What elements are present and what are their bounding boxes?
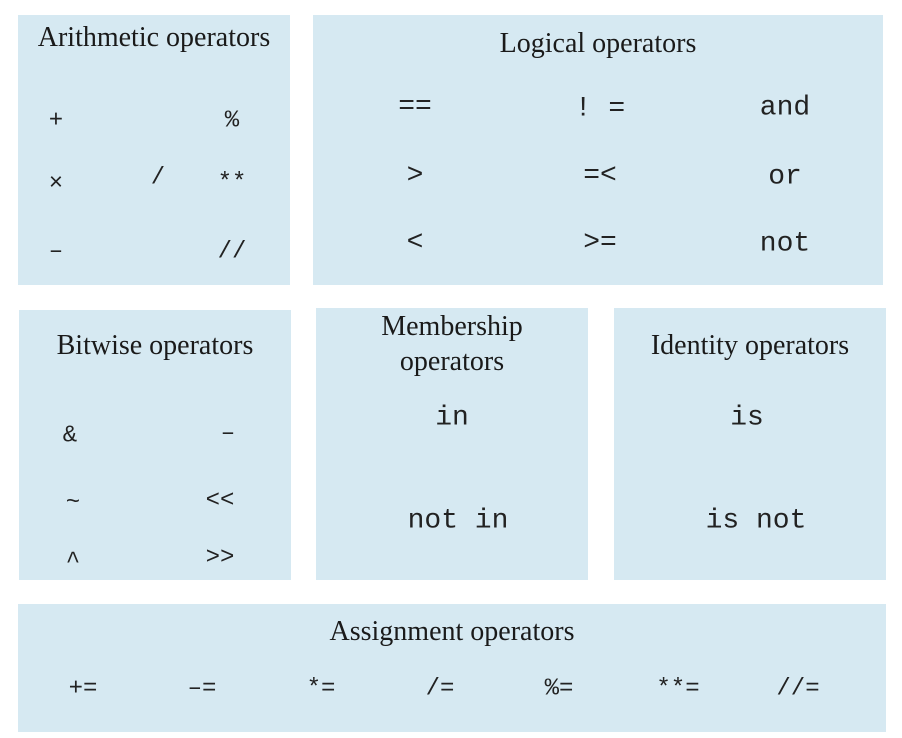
bitwise-title: Bitwise operators — [56, 330, 254, 361]
op-floor-divide-assign: //= — [776, 675, 820, 703]
op-divide: / — [150, 164, 166, 192]
op-multiply-assign: *= — [306, 675, 336, 703]
op-less-equal: =< — [583, 160, 617, 192]
assignment-title: Assignment operators — [329, 616, 575, 647]
logical-title: Logical operators — [499, 28, 697, 59]
op-divide-assign: /= — [425, 675, 455, 703]
op-multiply: × — [48, 170, 64, 198]
op-plus: + — [48, 107, 64, 135]
op-is: is — [730, 402, 764, 434]
op-modulo: % — [224, 107, 240, 135]
op-or: or — [768, 161, 802, 193]
op-less-than: < — [406, 227, 424, 259]
op-and: and — [759, 92, 811, 124]
membership-operators-panel: Membership operators in not in — [316, 308, 588, 580]
op-power: ** — [217, 169, 247, 197]
op-greater-equal: >= — [583, 227, 617, 259]
op-not-equal: ! = — [574, 93, 626, 125]
bitwise-operators-panel: Bitwise operators & – ~ << ^ >> — [19, 310, 291, 580]
op-bitwise-not: ~ — [65, 489, 81, 517]
arithmetic-title: Arithmetic operators — [37, 22, 271, 53]
op-minus: – — [48, 238, 64, 266]
op-power-assign: **= — [656, 675, 700, 703]
logical-operators-panel: Logical operators == ! = and > =< or < >… — [313, 15, 883, 285]
op-subtract-assign: –= — [187, 675, 217, 703]
op-bitwise-and: & — [62, 422, 78, 450]
identity-title: Identity operators — [650, 330, 850, 361]
op-add-assign: += — [68, 675, 98, 703]
op-not: not — [759, 228, 811, 260]
membership-title-line2: operators — [399, 346, 505, 377]
op-is-not: is not — [705, 505, 807, 537]
op-not-in: not in — [407, 505, 509, 537]
membership-title-line1: Membership — [381, 311, 523, 342]
op-left-shift: << — [205, 487, 235, 515]
op-equal: == — [398, 91, 432, 123]
op-floor-divide: // — [217, 238, 247, 266]
assignment-operators-panel: Assignment operators += –= *= /= %= **= … — [18, 604, 886, 732]
op-bitwise-xor: ^ — [65, 548, 81, 576]
op-in: in — [435, 402, 469, 434]
identity-operators-panel: Identity operators is is not — [614, 308, 886, 580]
op-right-shift: >> — [205, 544, 235, 572]
op-modulo-assign: %= — [544, 675, 574, 703]
op-bitwise-xor-dash: – — [220, 420, 236, 448]
arithmetic-operators-panel: Arithmetic operators + % × / ** – // — [18, 15, 290, 285]
op-greater-than: > — [406, 160, 424, 192]
